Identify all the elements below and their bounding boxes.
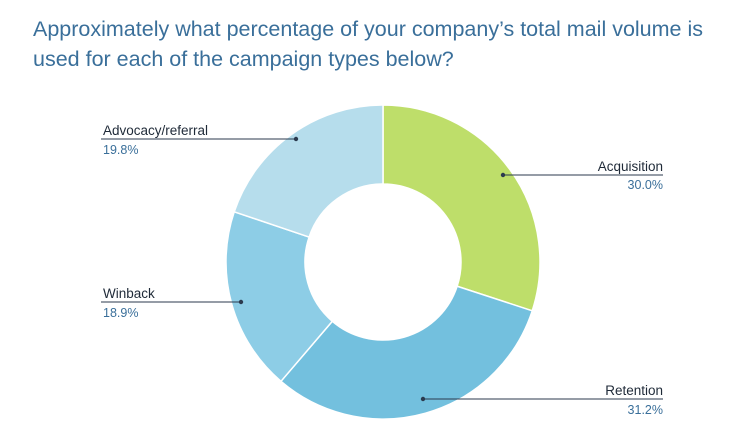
value-label-advocacy-referral: 19.8% (103, 143, 138, 157)
leader-dot-advocacy-referral (293, 136, 299, 142)
label-retention: Retention (605, 383, 663, 398)
slice-acquisition (382, 104, 541, 312)
slice-retention (279, 285, 534, 420)
label-winback: Winback (103, 286, 155, 301)
label-advocacy-referral: Advocacy/referral (103, 123, 208, 138)
leader-dot-winback (238, 299, 244, 305)
slices-group (225, 104, 541, 420)
leader-dot-acquisition (500, 172, 506, 178)
label-acquisition: Acquisition (598, 159, 663, 174)
slice-winback (225, 210, 334, 383)
slice-advocacy-referral (233, 104, 384, 239)
value-label-retention: 31.2% (628, 403, 663, 417)
leader-dot-retention (420, 396, 426, 402)
value-label-acquisition: 30.0% (628, 178, 663, 192)
leader-lines-group (101, 136, 663, 402)
value-label-winback: 18.9% (103, 306, 138, 320)
chart-title: Approximately what percentage of your co… (33, 17, 704, 71)
labels-group: Acquisition 30.0% Retention 31.2% Winback 18.… (103, 123, 663, 417)
